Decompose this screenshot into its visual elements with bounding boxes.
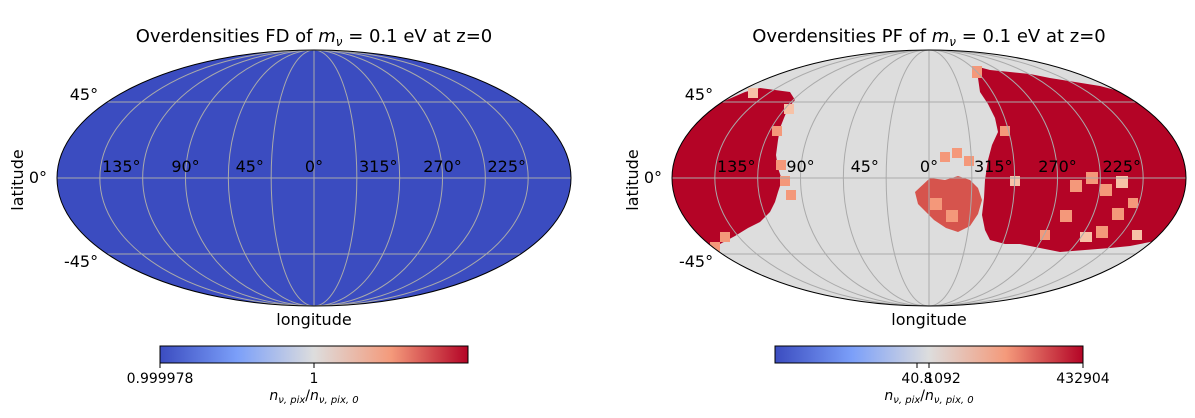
lat-tick-labels: 45° 0° -45° xyxy=(644,85,713,271)
colorbar-label: nν, pix/nν, pix, 0 xyxy=(884,388,973,406)
lon-tick-labels: 135° 90° 45° 0° 315° 270° 225° xyxy=(717,157,1141,176)
lat-tick-label: -45° xyxy=(679,252,713,271)
panel-pf: Overdensities PF of mν = 0.1 eV at z=0 xyxy=(623,26,1187,406)
x-axis-label: longitude xyxy=(891,310,966,329)
lon-tick-label: 45° xyxy=(851,157,879,176)
lon-tick-label: 315° xyxy=(359,157,398,176)
lat-tick-label: 45° xyxy=(685,85,713,104)
lat-tick-labels: 45° 0° -45° xyxy=(29,85,98,271)
y-axis-label: latitude xyxy=(623,149,642,210)
lon-tick-label: 225° xyxy=(487,157,526,176)
graticule xyxy=(672,50,1186,306)
lon-tick-label: 0° xyxy=(920,157,938,176)
colorbar-label: nν, pix/nν, pix, 0 xyxy=(269,388,358,406)
colorbar-tick-label: 0.999978 xyxy=(127,371,194,387)
lon-tick-label: 90° xyxy=(786,157,814,176)
y-axis-label: latitude xyxy=(8,149,27,210)
colorbar-tick-label: 432904 xyxy=(1056,371,1110,387)
lat-tick-label: 0° xyxy=(644,168,662,187)
colorbar-tick-label: 1092 xyxy=(925,371,961,387)
lon-tick-label: 0° xyxy=(305,157,323,176)
overdensity-regions xyxy=(672,66,1186,270)
lon-tick-label: 270° xyxy=(423,157,462,176)
colorbar-tick-label: 40.8 xyxy=(901,371,932,387)
lon-tick-label: 315° xyxy=(974,157,1013,176)
panel-fd: Overdensities FD of mν = 0.1 eV at z=0 1… xyxy=(8,26,572,406)
graticule xyxy=(57,50,571,306)
lat-tick-label: -45° xyxy=(64,252,98,271)
colorbar xyxy=(774,345,1084,364)
map-border xyxy=(671,49,1187,307)
colorbar-tick-label: 1 xyxy=(310,371,319,387)
lon-tick-label: 225° xyxy=(1102,157,1141,176)
lon-tick-labels: 135° 90° 45° 0° 315° 270° 225° xyxy=(102,157,526,176)
high-density-region-center xyxy=(915,176,982,232)
map-border xyxy=(56,49,572,307)
lon-tick-label: 90° xyxy=(171,157,199,176)
lat-tick-label: 0° xyxy=(29,168,47,187)
high-density-region-west xyxy=(672,88,795,270)
colorbar xyxy=(159,345,469,364)
chart-title: Overdensities FD of mν = 0.1 eV at z=0 xyxy=(136,26,493,49)
x-axis-label: longitude xyxy=(276,310,351,329)
lon-tick-label: 135° xyxy=(717,157,756,176)
lon-tick-label: 270° xyxy=(1038,157,1077,176)
lat-tick-label: 45° xyxy=(70,85,98,104)
chart-title: Overdensities PF of mν = 0.1 eV at z=0 xyxy=(752,26,1106,49)
lon-tick-label: 135° xyxy=(102,157,141,176)
lon-tick-label: 45° xyxy=(236,157,264,176)
